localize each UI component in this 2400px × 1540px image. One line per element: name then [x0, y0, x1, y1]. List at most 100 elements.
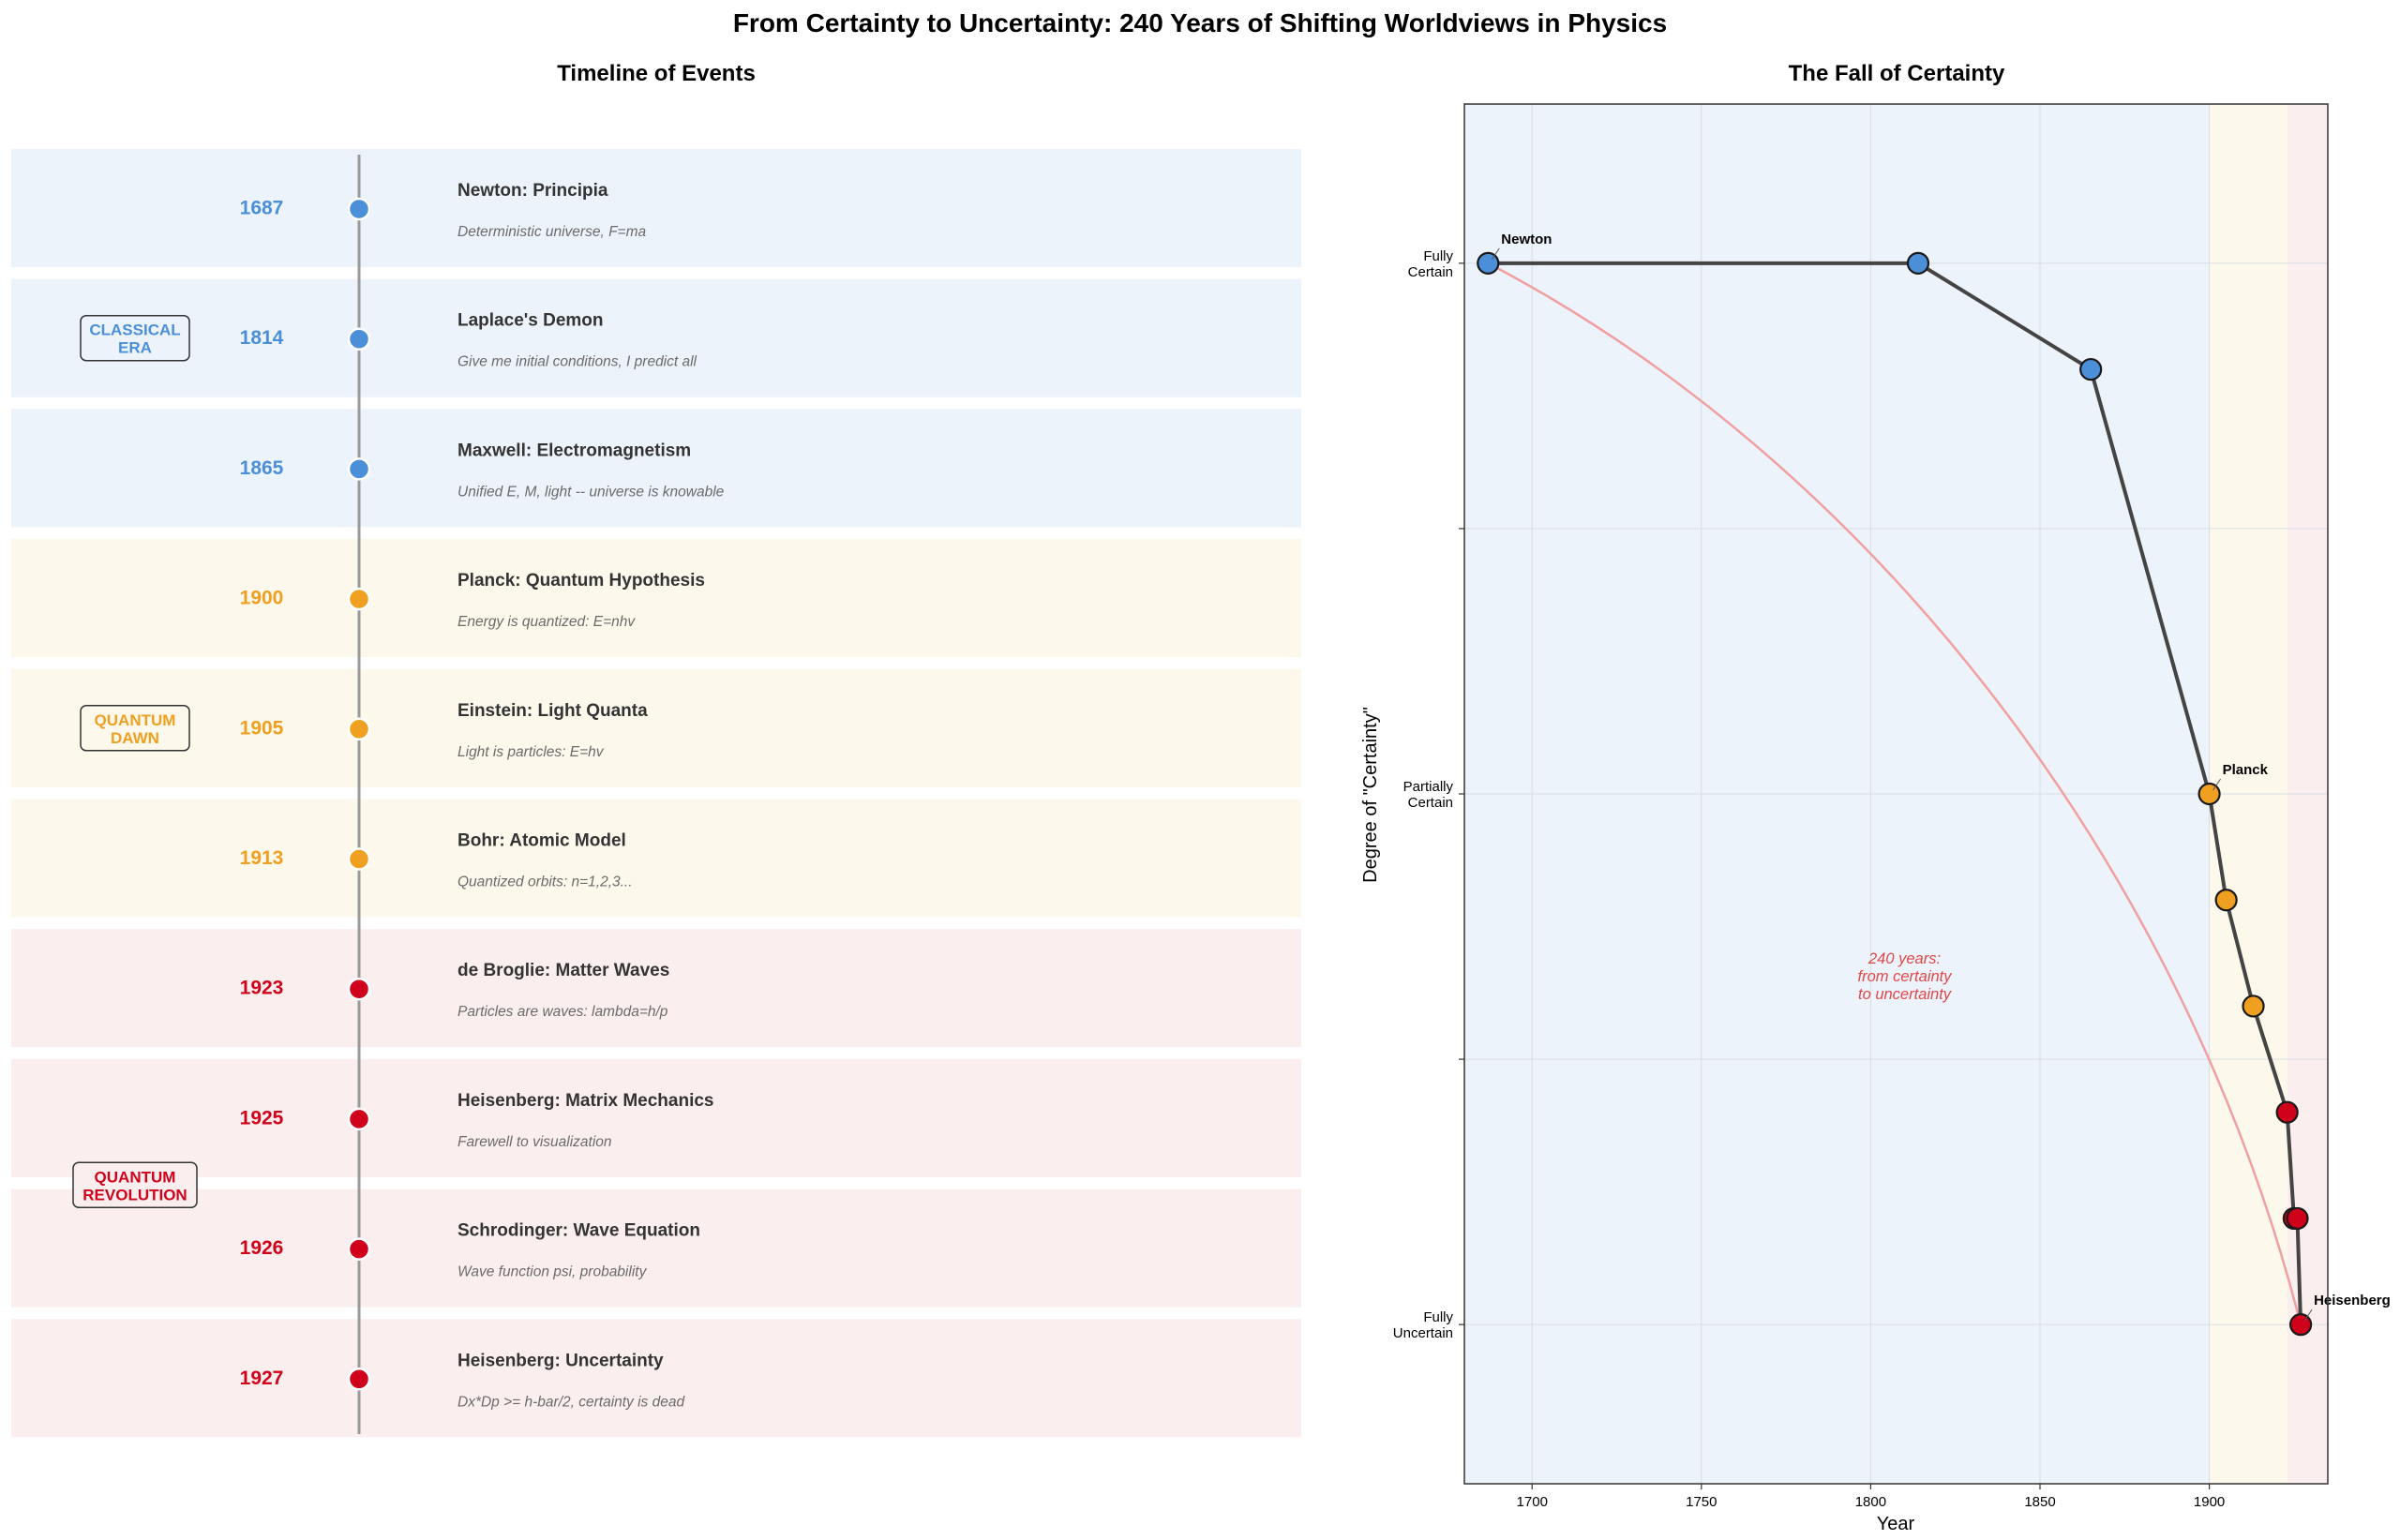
event-description: Particles are waves: lambda=h/p — [458, 1004, 668, 1020]
era-label-line2: DAWN — [111, 729, 159, 747]
data-point — [2198, 782, 2221, 806]
event-marker — [347, 977, 371, 1001]
y-axis-label: Degree of "Certainty" — [1360, 707, 1381, 883]
annotation-leader — [2303, 1308, 2313, 1322]
certainty-chart: The Fall of Certainty Newton Planck Heisen… — [1360, 61, 2391, 1534]
event-description: Unified E, M, light -- universe is knowa… — [458, 484, 725, 500]
data-point — [2079, 357, 2103, 381]
event-title: Maxwell: Electromagnetism — [458, 441, 691, 460]
x-axis-label: Year — [1877, 1514, 1915, 1534]
y-tick-label: Fully — [1423, 248, 1453, 264]
era-label-line1: QUANTUM — [95, 711, 176, 729]
event-band — [11, 1058, 1301, 1177]
y-tick-label: Certain — [1408, 795, 1453, 811]
event-title: Einstein: Light Quanta — [458, 701, 648, 721]
event-title: Bohr: Atomic Model — [458, 831, 626, 851]
event-marker — [347, 717, 371, 741]
chart-title: The Fall of Certainty — [1789, 61, 2005, 86]
data-point — [2214, 889, 2238, 912]
event-marker — [347, 847, 371, 871]
event-marker — [347, 1107, 371, 1131]
event-title: Heisenberg: Uncertainty — [458, 1351, 664, 1370]
event-title: Planck: Quantum Hypothesis — [458, 571, 705, 591]
point-annotations: Newton Planck Heisenberg — [1491, 232, 2391, 1322]
annotation-leader — [2212, 778, 2222, 791]
y-tick-label: Uncertain — [1393, 1325, 1453, 1341]
event-year: 1905 — [240, 717, 284, 739]
event-description: Dx*Dp >= h-bar/2, certainty is dead — [458, 1394, 685, 1410]
era-label-line1: QUANTUM — [95, 1168, 176, 1186]
event-year: 1923 — [240, 978, 284, 999]
x-tick-label: 1900 — [2194, 1494, 2225, 1510]
event-description: Give me initial conditions, I predict al… — [458, 354, 698, 370]
era-label-line2: ERA — [118, 339, 152, 357]
event-band — [11, 668, 1301, 787]
event-marker — [347, 327, 371, 351]
y-tick-label: Fully — [1423, 1309, 1453, 1325]
event-title: de Broglie: Matter Waves — [458, 961, 669, 980]
event-marker — [347, 457, 371, 481]
era-label-box — [72, 1161, 198, 1208]
event-band — [11, 1319, 1301, 1438]
x-tick-label: 1800 — [1855, 1494, 1886, 1510]
event-year: 1814 — [240, 327, 284, 349]
event-band — [11, 929, 1301, 1048]
era-label-box — [80, 314, 190, 362]
annotation-leader — [1491, 247, 1500, 261]
event-band — [11, 539, 1301, 658]
annotation-label: Heisenberg — [2314, 1293, 2391, 1308]
data-point — [1906, 251, 1930, 275]
y-tick-label: Partially — [1403, 779, 1454, 795]
event-description: Light is particles: E=hv — [458, 744, 605, 760]
event-marker — [347, 1368, 371, 1391]
event-title: Newton: Principia — [458, 181, 608, 201]
x-axis-ticks: 1700 1750 1800 1850 1900 — [1517, 1484, 2225, 1510]
x-tick-label: 1850 — [2024, 1494, 2055, 1510]
event-description: Farewell to visualization — [458, 1134, 612, 1150]
timeline-events: 1687 Newton: Principia Deterministic unive… — [240, 181, 725, 1410]
event-band — [11, 409, 1301, 528]
x-tick-label: 1700 — [1517, 1494, 1548, 1510]
event-year: 1865 — [240, 457, 284, 479]
event-band — [11, 799, 1301, 918]
event-description: Deterministic universe, F=ma — [458, 224, 647, 240]
center-note-line: from certainty — [1858, 968, 1954, 985]
certainty-points — [1477, 251, 2313, 1337]
event-year: 1926 — [240, 1237, 284, 1259]
event-title: Schrodinger: Wave Equation — [458, 1221, 700, 1241]
event-year: 1687 — [240, 198, 284, 219]
timeline-bands — [11, 149, 1301, 1438]
era-label-line1: CLASSICAL — [89, 321, 180, 339]
data-point — [2286, 1206, 2309, 1231]
data-point — [2289, 1313, 2313, 1337]
event-marker — [347, 197, 371, 221]
trend-curve — [1487, 262, 2302, 1325]
center-note-line: 240 years: — [1868, 950, 1941, 967]
x-tick-label: 1750 — [1686, 1494, 1717, 1510]
y-axis-ticks: FullyCertainPartiallyCertainFullyUncerta… — [1393, 248, 1464, 1341]
event-year: 1900 — [240, 588, 284, 609]
event-band — [11, 149, 1301, 267]
event-marker — [347, 1237, 371, 1261]
data-point — [2275, 1100, 2299, 1124]
y-tick-label: Certain — [1408, 264, 1453, 280]
data-point — [1477, 251, 1500, 275]
era-label-line2: REVOLUTION — [82, 1186, 187, 1204]
event-band — [11, 1189, 1301, 1308]
center-note-line: to uncertainty — [1858, 986, 1953, 1003]
timeline-title: Timeline of Events — [557, 61, 756, 86]
event-year: 1925 — [240, 1107, 284, 1129]
timeline-panel: Timeline of Events 1687 Newton: Principia… — [11, 61, 1301, 1438]
annotation-label: Newton — [1501, 232, 1552, 247]
data-point — [2242, 994, 2265, 1018]
era-label-box — [80, 705, 190, 752]
event-description: Energy is quantized: E=nhv — [458, 614, 636, 630]
event-year: 1927 — [240, 1368, 284, 1389]
event-title: Laplace's Demon — [458, 311, 604, 331]
figure-title: From Certainty to Uncertainty: 240 Years… — [733, 8, 1667, 37]
annotation-label: Planck — [2223, 762, 2269, 778]
event-description: Quantized orbits: n=1,2,3... — [458, 875, 633, 890]
